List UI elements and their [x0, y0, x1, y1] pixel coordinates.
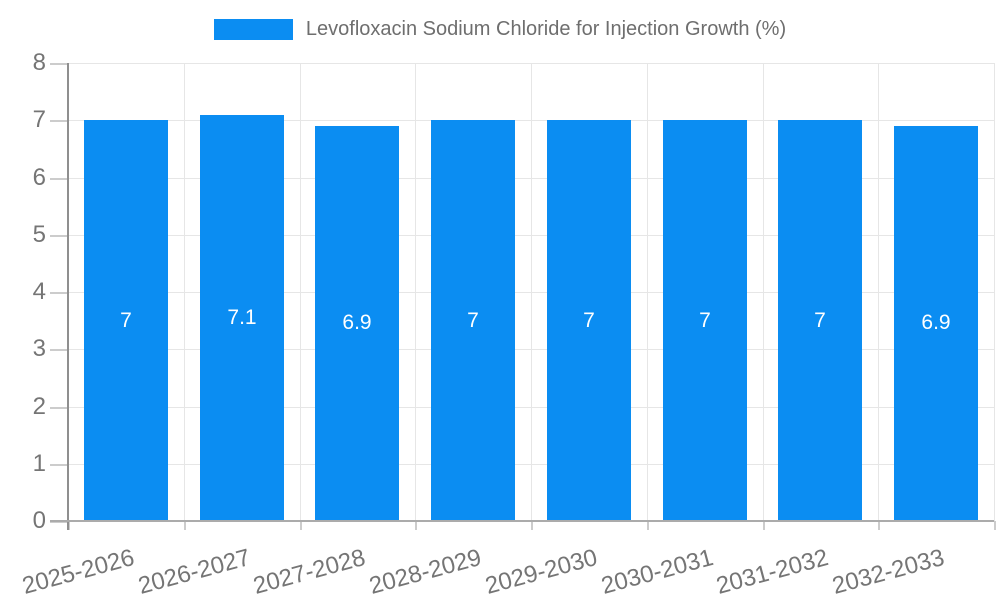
- x-axis-tick-mark: [647, 521, 649, 530]
- bar-value-label: 6.9: [342, 311, 372, 334]
- y-axis-tick-label: 5: [32, 221, 46, 248]
- x-axis-tick-mark: [300, 521, 302, 530]
- x-gridline: [878, 63, 879, 521]
- x-axis-tick-mark: [415, 521, 417, 530]
- x-axis-tick-mark: [184, 521, 186, 530]
- bar-value-label: 6.9: [921, 311, 951, 334]
- y-axis-tick-mark: [50, 235, 68, 237]
- y-axis-tick-mark: [50, 349, 68, 351]
- y-axis-tick-label: 0: [32, 507, 46, 534]
- y-axis-tick-mark: [50, 464, 68, 466]
- y-axis-tick-label: 7: [32, 106, 46, 133]
- bar: [431, 120, 515, 521]
- bar: [547, 120, 631, 521]
- bar: [778, 120, 862, 521]
- x-gridline: [763, 63, 764, 521]
- x-gridline: [300, 63, 301, 521]
- y-axis-tick-mark: [50, 178, 68, 180]
- y-axis-tick-mark: [50, 521, 68, 523]
- x-gridline: [184, 63, 185, 521]
- y-axis-tick-label: 4: [32, 278, 46, 305]
- y-axis-tick-label: 2: [32, 393, 46, 420]
- bar-value-label: 7.1: [227, 306, 257, 329]
- y-axis-tick-mark: [50, 292, 68, 294]
- bar: [200, 115, 284, 521]
- bar-value-label: 7: [583, 309, 595, 332]
- y-axis-tick-mark: [50, 120, 68, 122]
- x-axis-line: [50, 520, 994, 522]
- x-axis-tick-mark: [531, 521, 533, 530]
- y-axis-line: [67, 63, 69, 530]
- x-gridline: [531, 63, 532, 521]
- bar-value-label: 7: [120, 309, 132, 332]
- y-axis-tick-label: 6: [32, 164, 46, 191]
- x-gridline: [415, 63, 416, 521]
- y-axis-tick-label: 8: [32, 49, 46, 76]
- legend-label: Levofloxacin Sodium Chloride for Injecti…: [305, 18, 787, 40]
- bar-value-label: 7: [699, 309, 711, 332]
- x-gridline: [647, 63, 648, 521]
- bar: [894, 126, 978, 521]
- y-axis-tick-label: 1: [32, 450, 46, 477]
- x-axis-tick-mark: [763, 521, 765, 530]
- x-axis-tick-mark: [878, 521, 880, 530]
- bar: [315, 126, 399, 521]
- x-gridline: [994, 63, 995, 521]
- y-axis-tick-label: 3: [32, 335, 46, 362]
- legend: Levofloxacin Sodium Chloride for Injecti…: [0, 17, 1000, 41]
- x-axis-tick-mark: [994, 521, 996, 530]
- y-axis-tick-mark: [50, 407, 68, 409]
- bar-value-label: 7: [814, 309, 826, 332]
- bar-value-label: 7: [467, 309, 479, 332]
- x-axis-tick-mark: [68, 521, 70, 530]
- bar: [84, 120, 168, 521]
- bar: [663, 120, 747, 521]
- legend-swatch: [213, 18, 293, 40]
- y-axis-tick-mark: [50, 63, 68, 65]
